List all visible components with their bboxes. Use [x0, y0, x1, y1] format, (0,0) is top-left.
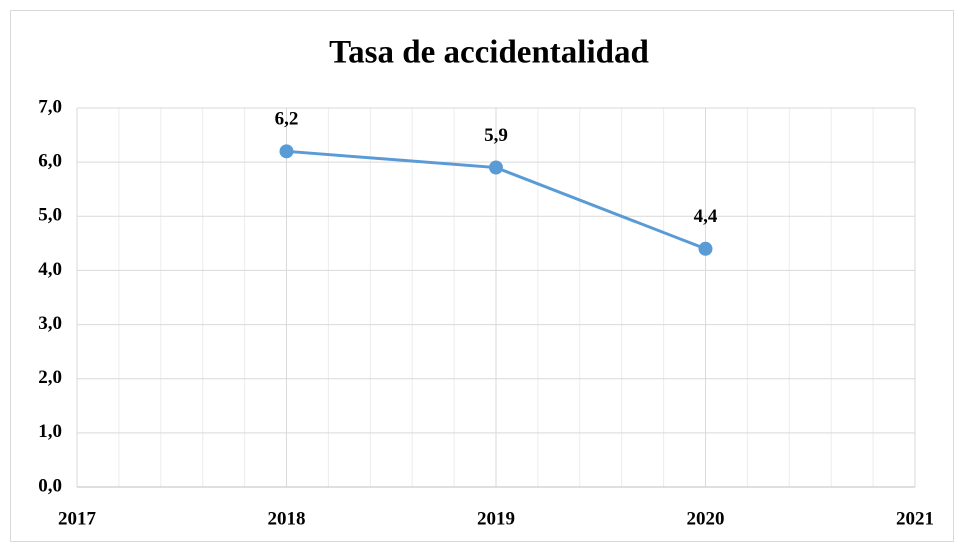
point — [698, 241, 713, 256]
data-label: 4,4 — [694, 206, 718, 227]
y-tick-label: 5,0 — [38, 205, 62, 226]
x-tick-label: 2019 — [477, 508, 515, 529]
y-tick-label: 2,0 — [38, 367, 62, 388]
x-tick-label: 2017 — [58, 508, 97, 529]
x-tick-label: 2021 — [896, 508, 934, 529]
data-label: 5,9 — [484, 125, 508, 146]
point — [279, 144, 294, 159]
y-tick-label: 7,0 — [38, 96, 62, 117]
y-tick-label: 6,0 — [38, 151, 62, 172]
y-tick-label: 1,0 — [38, 421, 62, 442]
x-tick-label: 2018 — [268, 508, 306, 529]
x-tick-label: 2020 — [687, 508, 725, 529]
y-tick-label: 3,0 — [38, 313, 62, 334]
point — [489, 160, 503, 175]
chart-frame — [10, 10, 954, 542]
y-tick-label: 0,0 — [38, 475, 62, 496]
data-label: 6,2 — [275, 109, 299, 130]
chart-title: Tasa de accidentalidad — [329, 35, 649, 71]
y-tick-label: 4,0 — [38, 259, 62, 280]
